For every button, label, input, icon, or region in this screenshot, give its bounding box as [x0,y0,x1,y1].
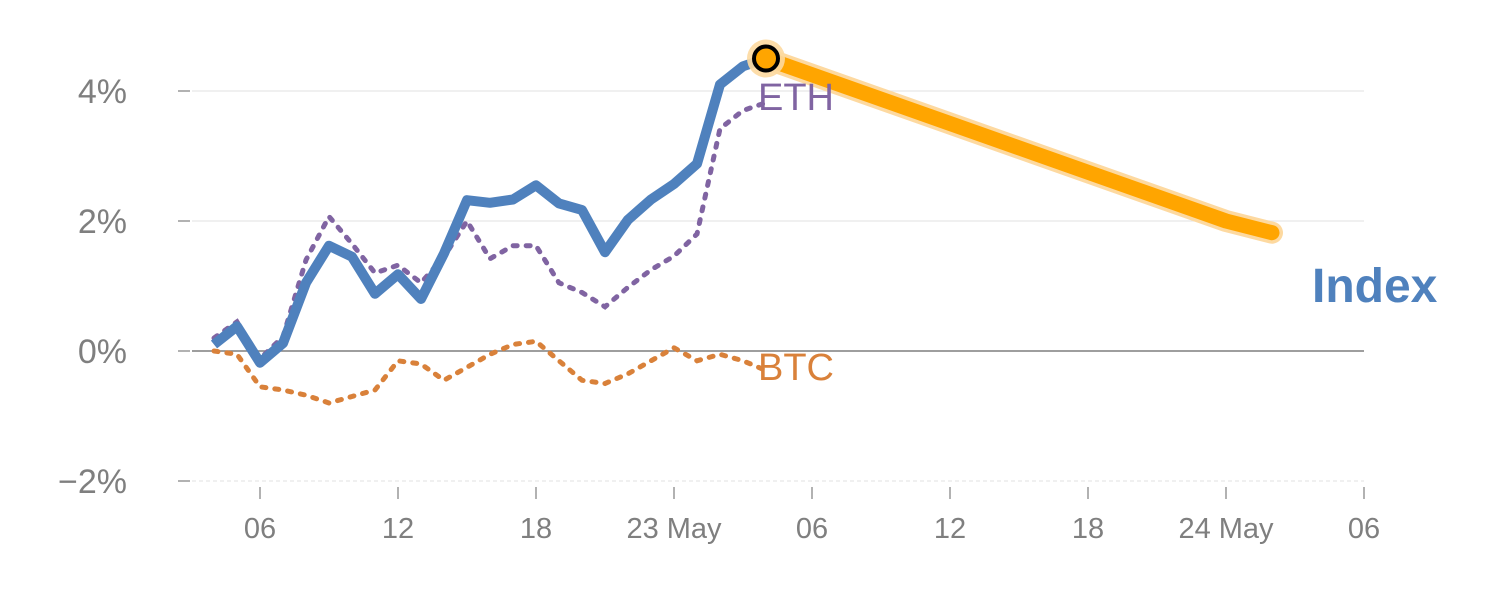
x-tick-label: 06 [1348,513,1380,545]
series-layer [210,47,1283,406]
y-tick-label: −2% [58,463,127,501]
marker-layer [747,39,785,78]
axis-layer: −2% 0% 2% 4% 06 12 18 23 May 06 12 18 24 May 06 [58,73,1380,545]
x-tick-label: 06 [796,513,828,545]
eth-series-label: ETH [758,77,834,119]
x-tick-label: 23 May [626,513,722,545]
y-tick-label: 0% [78,333,127,371]
x-tick-label: 12 [382,513,414,545]
x-tick-label: 06 [244,513,276,545]
grid-layer [192,90,1364,482]
highlight-marker [752,44,780,73]
x-tick-label: 24 May [1178,513,1274,545]
y-tick-label: 4% [78,73,127,111]
x-tick-label: 18 [1072,513,1104,545]
x-tick-label: 12 [934,513,966,545]
eth-line [211,100,769,363]
index-series-label: Index [1312,260,1438,313]
index-line [210,53,768,368]
x-tick-label: 18 [520,513,552,545]
label-layer: ETH BTC Index [758,77,1438,389]
btc-series-label: BTC [758,347,834,389]
forecast-line [758,51,1280,241]
y-tick-label: 2% [78,203,127,241]
btc-line [211,338,769,406]
